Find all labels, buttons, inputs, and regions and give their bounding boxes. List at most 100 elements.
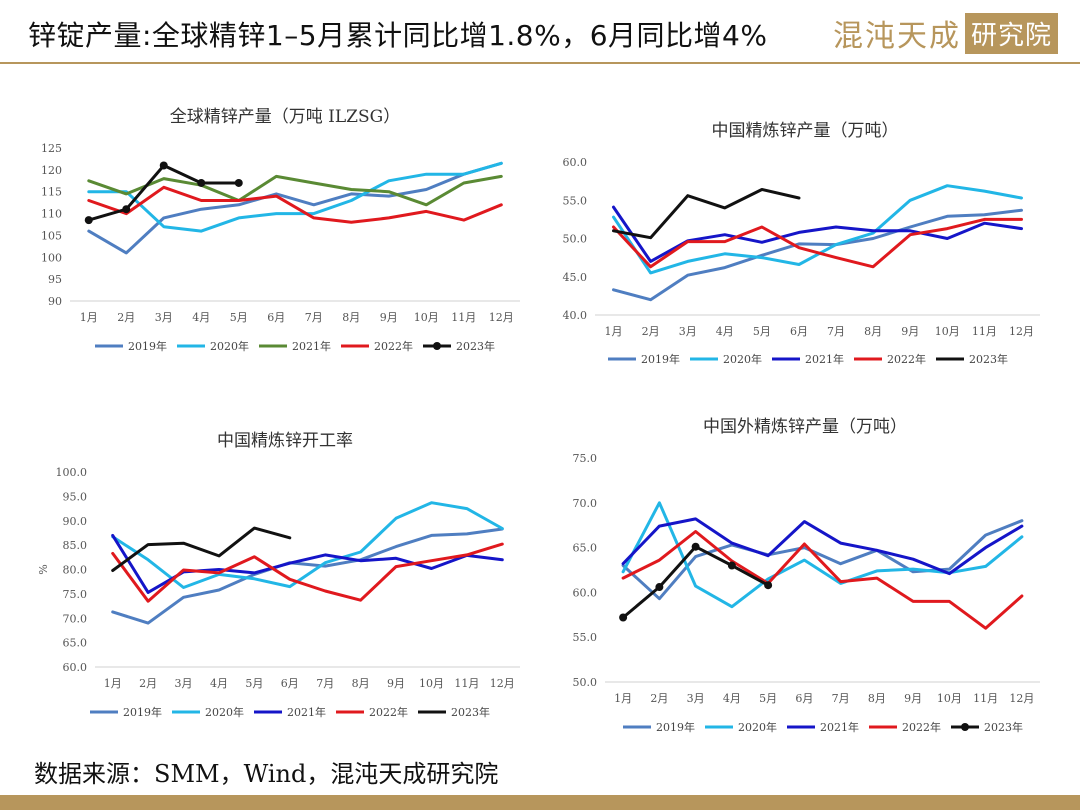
x-tick-label: 8月 bbox=[342, 311, 360, 324]
chart-title: 全球精锌产量（万吨 ILZSG） bbox=[170, 107, 400, 127]
y-tick-label: 70.0 bbox=[573, 497, 598, 510]
x-tick-label: 12月 bbox=[1009, 325, 1034, 338]
x-tick-label: 10月 bbox=[935, 325, 960, 338]
series-line-1 bbox=[87, 161, 503, 233]
y-tick-label: 80.0 bbox=[63, 564, 88, 577]
series-line-3 bbox=[612, 217, 1023, 269]
x-tick-label: 3月 bbox=[155, 311, 173, 324]
y-tick-label: 55.0 bbox=[563, 194, 588, 207]
legend-label: 2023年 bbox=[451, 705, 490, 719]
x-tick-label: 9月 bbox=[901, 325, 919, 338]
legend-label: 2020年 bbox=[205, 705, 244, 719]
chart-china-refined-zinc-output: 中国精炼锌产量（万吨） 40.0 45.0 50.0 55.0 60.0 1月 2月 3月 4月 5… bbox=[563, 121, 1040, 366]
series-point-4 bbox=[122, 205, 131, 214]
x-tick-label: 5月 bbox=[245, 677, 263, 690]
x-tick-label: 4月 bbox=[723, 692, 741, 705]
y-tick-label: 95.0 bbox=[63, 490, 88, 503]
x-tick-label: 7月 bbox=[316, 677, 334, 690]
legend-label: 2019年 bbox=[641, 352, 680, 366]
y-axis-label: % bbox=[37, 564, 50, 574]
header-divider bbox=[0, 62, 1080, 64]
x-tick-label: 12月 bbox=[490, 677, 515, 690]
x-tick-label: 5月 bbox=[753, 325, 771, 338]
y-tick-label: 50.0 bbox=[573, 676, 598, 689]
legend-label: 2020年 bbox=[723, 352, 762, 366]
x-tick-label: 3月 bbox=[175, 677, 193, 690]
series-line-4 bbox=[612, 188, 801, 240]
page-title: 锌锭产量:全球精锌1–5月累计同比增1.8%，6月同比增4% bbox=[28, 19, 768, 52]
legend-label: 2019年 bbox=[128, 339, 167, 353]
chart-china-refined-zinc-operating-rate: 中国精炼锌开工率% 60.0 65.0 70.0 75.0 80.0 85.0 90.0 95.… bbox=[37, 431, 520, 719]
series-line-3 bbox=[621, 530, 1024, 630]
y-tick-label: 60.0 bbox=[563, 156, 588, 169]
x-tick-label: 11月 bbox=[973, 692, 998, 705]
x-tick-label: 8月 bbox=[868, 692, 886, 705]
y-tick-label: 100 bbox=[41, 251, 62, 264]
chart-overseas-refined-zinc-output: 中国外精炼锌产量（万吨） 50.0 55.0 60.0 65.0 70.0 75.0 1月 2月… bbox=[573, 417, 1040, 734]
x-tick-label: 6月 bbox=[281, 677, 299, 690]
x-tick-label: 9月 bbox=[387, 677, 405, 690]
legend-label: 2023年 bbox=[969, 352, 1008, 366]
legend-label: 2019年 bbox=[123, 705, 162, 719]
chart-title: 中国精炼锌开工率 bbox=[217, 431, 353, 451]
legend-label: 2022年 bbox=[369, 705, 408, 719]
series-line-1 bbox=[111, 501, 504, 589]
series-line-3 bbox=[87, 185, 503, 224]
x-tick-label: 2月 bbox=[650, 692, 668, 705]
x-tick-label: 10月 bbox=[937, 692, 962, 705]
x-tick-label: 4月 bbox=[192, 311, 210, 324]
series-point-4 bbox=[764, 581, 773, 590]
legend-marker bbox=[961, 723, 969, 731]
x-tick-label: 1月 bbox=[614, 692, 632, 705]
y-tick-label: 55.0 bbox=[573, 631, 598, 644]
y-tick-label: 105 bbox=[41, 229, 62, 242]
header: 锌锭产量:全球精锌1–5月累计同比增1.8%，6月同比增4% 混沌天成 研究院 bbox=[0, 0, 1080, 64]
footer-bar bbox=[0, 795, 1080, 810]
y-tick-label: 60.0 bbox=[573, 586, 598, 599]
y-tick-label: 115 bbox=[41, 186, 62, 199]
y-tick-label: 95 bbox=[48, 273, 62, 286]
x-tick-label: 4月 bbox=[716, 325, 734, 338]
legend-label: 2020年 bbox=[738, 720, 777, 734]
series-line-4 bbox=[111, 526, 292, 572]
x-tick-label: 4月 bbox=[210, 677, 228, 690]
y-tick-label: 45.0 bbox=[563, 271, 588, 284]
series-line-0 bbox=[621, 519, 1024, 601]
legend-label: 2021年 bbox=[287, 705, 326, 719]
x-tick-label: 10月 bbox=[419, 677, 444, 690]
x-tick-label: 11月 bbox=[451, 311, 476, 324]
series-point-4 bbox=[619, 613, 628, 622]
y-tick-label: 120 bbox=[41, 164, 62, 177]
x-tick-label: 3月 bbox=[679, 325, 697, 338]
series-line-0 bbox=[111, 527, 504, 625]
legend-marker bbox=[433, 342, 441, 350]
brand-logo: 混沌天成 研究院 bbox=[833, 12, 1058, 54]
legend-label: 2023年 bbox=[456, 339, 495, 353]
x-tick-label: 7月 bbox=[305, 311, 323, 324]
y-tick-label: 90.0 bbox=[63, 515, 88, 528]
x-tick-label: 1月 bbox=[104, 677, 122, 690]
series-point-4 bbox=[655, 583, 664, 592]
y-tick-label: 90 bbox=[48, 295, 62, 308]
y-tick-label: 75.0 bbox=[63, 588, 88, 601]
series-line-2 bbox=[87, 174, 503, 207]
data-source: 数据来源：SMM，Wind，混沌天成研究院 bbox=[34, 760, 499, 788]
y-tick-label: 65.0 bbox=[63, 637, 88, 650]
x-tick-label: 10月 bbox=[414, 311, 439, 324]
y-tick-label: 85.0 bbox=[63, 539, 88, 552]
legend-label: 2022年 bbox=[902, 720, 941, 734]
x-tick-label: 8月 bbox=[352, 677, 370, 690]
x-tick-label: 5月 bbox=[230, 311, 248, 324]
legend-label: 2019年 bbox=[656, 720, 695, 734]
x-tick-label: 1月 bbox=[605, 325, 623, 338]
x-tick-label: 9月 bbox=[380, 311, 398, 324]
series-line-1 bbox=[612, 184, 1023, 275]
series-point-4 bbox=[84, 216, 93, 225]
x-tick-label: 7月 bbox=[832, 692, 850, 705]
legend-label: 2023年 bbox=[984, 720, 1023, 734]
x-tick-label: 11月 bbox=[454, 677, 479, 690]
y-tick-label: 60.0 bbox=[63, 661, 88, 674]
x-tick-label: 11月 bbox=[972, 325, 997, 338]
chart-title: 中国精炼锌产量（万吨） bbox=[712, 121, 899, 141]
series-point-4 bbox=[691, 542, 700, 551]
